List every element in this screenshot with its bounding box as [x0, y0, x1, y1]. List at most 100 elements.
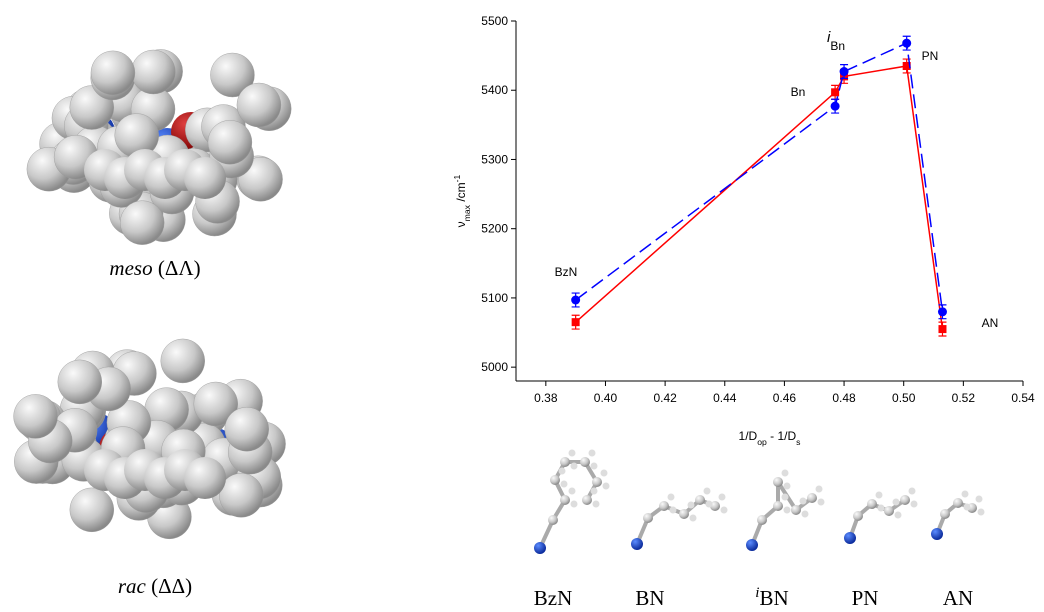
- y-tick-label: 5100: [481, 291, 508, 305]
- atom: [593, 501, 600, 508]
- marker: [902, 39, 911, 48]
- atom: [120, 201, 164, 245]
- annotation: AN: [982, 316, 999, 330]
- text-part: BzN: [534, 586, 573, 610]
- nitrile-label: BzN: [534, 586, 573, 610]
- text-part: BN: [635, 586, 664, 610]
- atom: [782, 494, 789, 501]
- atom: [591, 463, 598, 470]
- atom: [184, 157, 226, 199]
- atom: [800, 498, 807, 505]
- text-part: AN: [982, 316, 999, 330]
- atom: [807, 493, 817, 503]
- atom: [208, 120, 252, 164]
- atom: [976, 496, 983, 503]
- x-tick-label: 0.52: [952, 391, 976, 405]
- x-axis-label: 1/Dop - 1/Ds: [739, 429, 801, 447]
- text-part: - 1/D: [767, 429, 797, 443]
- marker: [831, 102, 840, 111]
- atom: [631, 538, 643, 550]
- atom: [909, 488, 916, 495]
- atom: [548, 515, 558, 525]
- atom: [569, 488, 576, 495]
- atom: [161, 339, 205, 383]
- atom: [719, 494, 726, 501]
- atom: [569, 450, 576, 457]
- atom: [534, 542, 546, 554]
- text-part: max: [462, 204, 472, 221]
- atom: [131, 50, 175, 94]
- text-part: PN: [852, 586, 879, 610]
- atom: [561, 481, 568, 488]
- atom: [643, 513, 653, 523]
- atom: [659, 501, 669, 511]
- atom: [668, 494, 675, 501]
- marker: [572, 318, 580, 326]
- atom: [706, 501, 713, 508]
- atom: [816, 486, 823, 493]
- text-part: (ΔΔ): [146, 574, 192, 598]
- annotation: BzN: [555, 265, 578, 279]
- atom: [704, 488, 711, 495]
- atom: [876, 492, 883, 499]
- text-part: (ΔΛ): [153, 256, 201, 280]
- y-tick-label: 5000: [481, 360, 508, 374]
- y-tick-label: 5200: [481, 222, 508, 236]
- annotation: iBn: [827, 29, 845, 54]
- y-axis-label: νmax /cm-1: [452, 174, 472, 227]
- x-tick-label: 0.38: [534, 391, 558, 405]
- atom: [91, 51, 135, 95]
- text-part: BN: [760, 586, 789, 610]
- nitrile-label: PN: [852, 586, 879, 610]
- x-tick-label: 0.44: [713, 391, 737, 405]
- atom: [773, 501, 783, 511]
- marker: [938, 325, 946, 333]
- x-tick-label: 0.40: [594, 391, 618, 405]
- x-tick-label: 0.48: [832, 391, 856, 405]
- atom: [688, 502, 695, 509]
- atom: [591, 488, 598, 495]
- text-part: BzN: [555, 265, 578, 279]
- figure: 5000510052005300540055000.380.400.420.44…: [0, 0, 1044, 612]
- atom: [560, 457, 570, 467]
- atom: [953, 498, 963, 508]
- atom: [884, 506, 894, 516]
- nitrile-label: iBN: [755, 585, 788, 610]
- text-part: /cm: [454, 182, 468, 205]
- atom: [237, 83, 281, 127]
- nitrile-label: BN: [635, 586, 664, 610]
- text-part: meso: [109, 256, 152, 280]
- atom: [940, 509, 950, 519]
- annotation: Bn: [791, 85, 806, 99]
- atom: [560, 495, 570, 505]
- atom: [679, 509, 689, 519]
- text-part: -1: [452, 174, 462, 182]
- atom: [853, 511, 863, 521]
- atom: [867, 499, 877, 509]
- atom: [978, 509, 985, 516]
- y-tick-label: 5400: [481, 83, 508, 97]
- atom: [184, 457, 226, 499]
- marker: [571, 296, 580, 305]
- atom: [878, 505, 885, 512]
- series-line: [576, 43, 943, 312]
- atom: [746, 539, 758, 551]
- x-tick-label: 0.42: [653, 391, 677, 405]
- atom: [721, 507, 728, 514]
- atom: [670, 507, 677, 514]
- text-part: op: [757, 437, 767, 447]
- atom: [893, 499, 900, 506]
- isomer-label: meso (ΔΛ): [109, 256, 200, 280]
- annotation: PN: [922, 49, 939, 63]
- text-part: 1/D: [739, 429, 758, 443]
- text-part: Bn: [791, 85, 806, 99]
- atom: [592, 477, 602, 487]
- y-tick-label: 5500: [481, 14, 508, 28]
- atom: [900, 495, 910, 505]
- atom: [773, 477, 783, 487]
- x-tick-label: 0.50: [892, 391, 916, 405]
- text-part: s: [796, 437, 800, 447]
- atom: [844, 532, 856, 544]
- atom: [550, 475, 560, 485]
